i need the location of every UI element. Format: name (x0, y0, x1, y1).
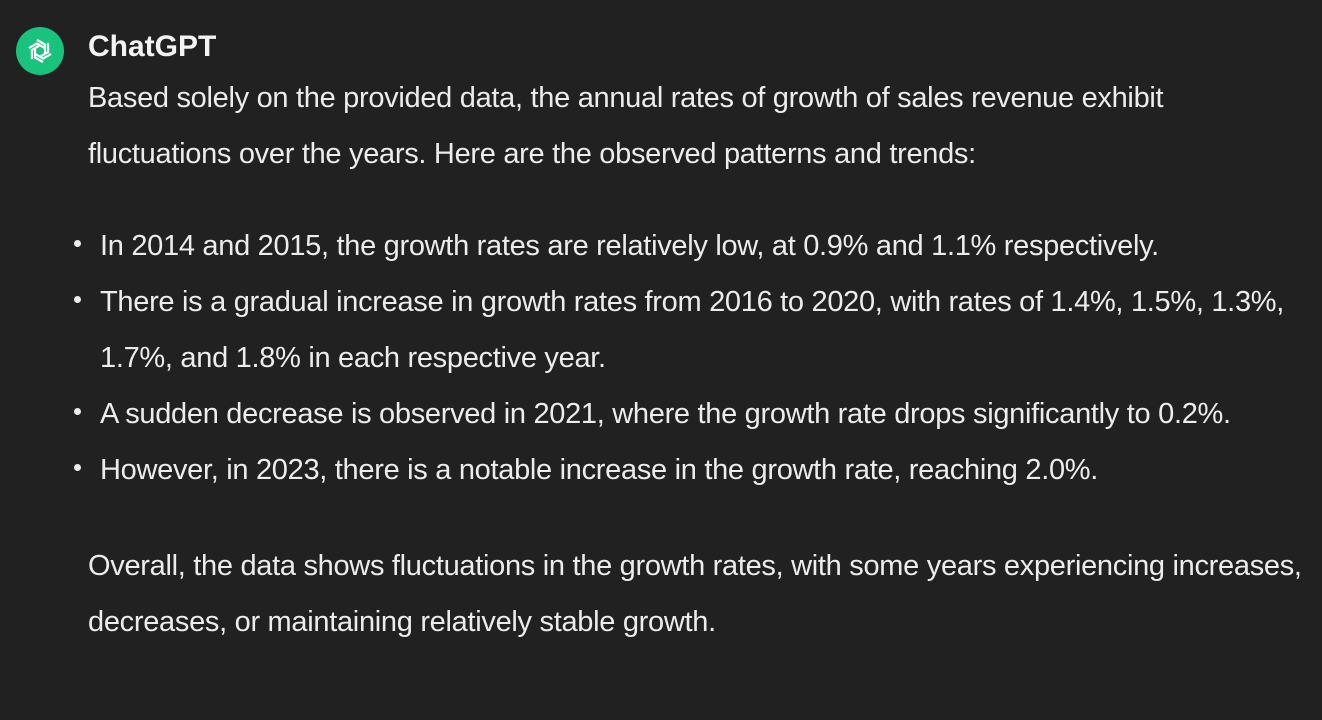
message-content: ChatGPT Based solely on the provided dat… (74, 24, 1308, 650)
bullet-icon (74, 408, 81, 415)
avatar (16, 27, 64, 75)
list-item-text: A sudden decrease is observed in 2021, w… (100, 398, 1231, 430)
list-item: A sudden decrease is observed in 2021, w… (72, 386, 1308, 442)
list-item-text: There is a gradual increase in growth ra… (100, 286, 1285, 374)
openai-logo-icon (28, 39, 52, 63)
bullet-icon (74, 464, 81, 471)
bullet-icon (74, 296, 81, 303)
list-item: In 2014 and 2015, the growth rates are r… (72, 218, 1308, 274)
bullet-list: In 2014 and 2015, the growth rates are r… (72, 218, 1308, 498)
bullet-icon (74, 240, 81, 247)
list-item: There is a gradual increase in growth ra… (72, 274, 1308, 386)
outro-paragraph: Overall, the data shows fluctuations in … (88, 550, 1302, 638)
list-item-text: However, in 2023, there is a notable inc… (100, 454, 1099, 486)
author-name: ChatGPT (88, 30, 217, 63)
list-item: However, in 2023, there is a notable inc… (72, 442, 1308, 498)
intro-paragraph: Based solely on the provided data, the a… (88, 82, 1164, 170)
list-item-text: In 2014 and 2015, the growth rates are r… (100, 230, 1159, 262)
